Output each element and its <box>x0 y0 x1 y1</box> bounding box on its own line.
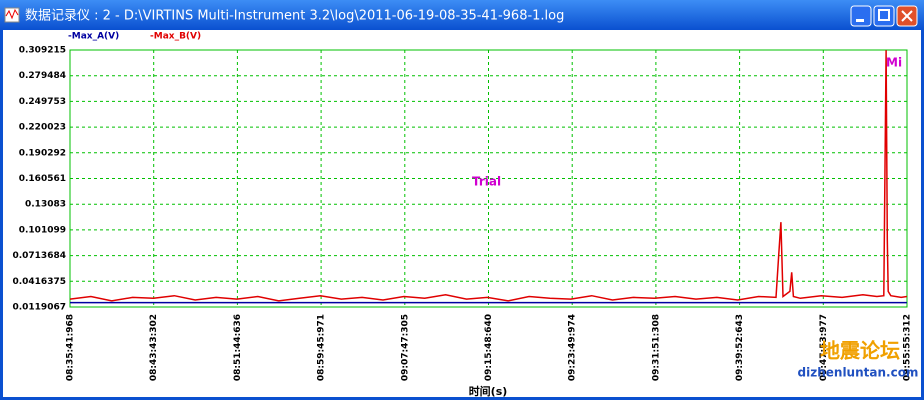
x-tick-label: 09:55:55:312 <box>903 314 913 381</box>
y-tick-label: 0.160561 <box>19 174 66 184</box>
y-tick-label: 0.0713684 <box>12 251 66 261</box>
chart: 0.0119067 0.0416375 0.0713684 0.101099 0.130… <box>12 32 912 382</box>
y-tick-label: 0.249753 <box>19 97 66 107</box>
y-tick-label: 0.190292 <box>19 148 66 158</box>
x-axis-label: 时间(s) <box>469 384 508 398</box>
legend-entry: -Max_B(V) <box>150 32 201 42</box>
x-tick-label: 09:07:47:305 <box>400 314 410 381</box>
window-title: 数据记录仪 : 2 - D:\VIRTINS Multi-Instrument … <box>25 9 564 24</box>
watermark-name: 地震论坛 <box>820 339 900 363</box>
y-tick-label: 0.309215 <box>19 46 66 56</box>
x-tick-label: 09:47:53:977 <box>819 314 829 381</box>
maximize-button[interactable] <box>873 5 895 27</box>
x-tick-label: 08:43:43:302 <box>149 314 159 381</box>
x-tick-label: 08:59:45:971 <box>317 314 327 381</box>
watermark-url: dizhenluntan.com <box>798 366 919 380</box>
x-tick-label: 08:35:41:968 <box>66 314 76 381</box>
annotation: Mi <box>886 56 902 70</box>
y-tick-label: 0.279484 <box>19 71 66 81</box>
x-tick-label: 09:23:49:974 <box>568 314 578 381</box>
app-icon-line <box>5 8 19 20</box>
x-tick-label: 09:15:48:640 <box>484 314 494 381</box>
x-tick-label: 09:39:52:643 <box>735 314 745 381</box>
minimize-button[interactable] <box>850 5 872 27</box>
title-bar <box>0 0 924 30</box>
legend-entry: -Max_A(V) <box>68 32 119 42</box>
y-tick-label: 0.0416375 <box>12 277 66 287</box>
y-tick-label: 0.0119067 <box>12 303 66 313</box>
annotation: Trial <box>472 175 501 189</box>
y-tick-label: 0.13083 <box>25 200 66 210</box>
y-tick-label: 0.101099 <box>19 225 66 235</box>
plot-border <box>69 49 908 308</box>
x-tick-label: 08:51:44:636 <box>233 314 243 381</box>
close-button[interactable] <box>896 5 918 27</box>
y-tick-label: 0.220023 <box>19 123 66 133</box>
data-line <box>69 50 908 302</box>
x-tick-label: 09:31:51:308 <box>651 314 661 381</box>
client-area <box>3 30 921 397</box>
